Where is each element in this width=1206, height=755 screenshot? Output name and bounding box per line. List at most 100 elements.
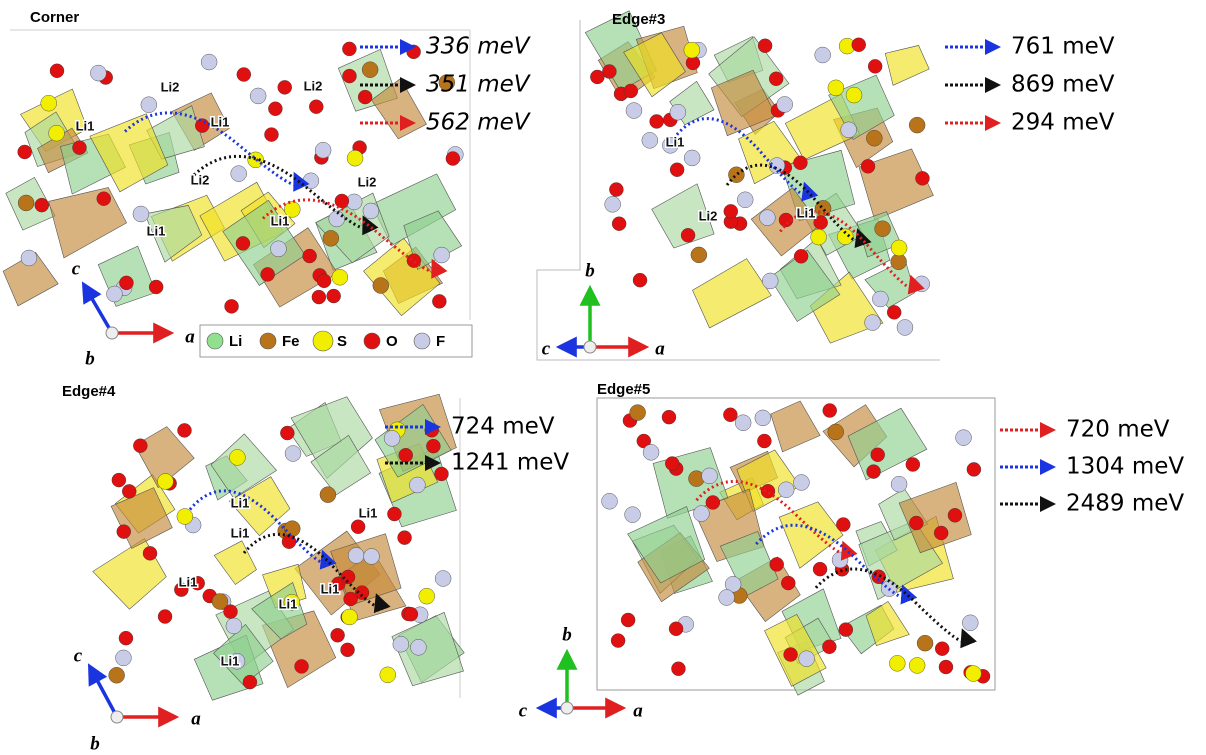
atom [823,404,837,418]
atom [141,97,157,113]
atom [231,166,247,182]
atom [72,141,86,155]
atom [875,221,891,237]
atom [956,430,972,446]
atom [939,660,953,674]
atom [755,410,771,426]
site-label: Li1 [279,596,298,611]
atom [605,196,621,212]
atom [735,415,751,431]
atom [934,526,948,540]
atom [887,305,901,319]
panel-title: Edge#5 [597,381,650,398]
atom [149,280,163,294]
site-label: Li1 [221,653,240,668]
atom [889,655,905,671]
atom [50,64,64,78]
axis-label: c [542,338,551,359]
atom [351,520,365,534]
atom [303,249,317,263]
atom [822,640,836,654]
atom [270,241,286,257]
atom [965,666,981,682]
atom [317,274,331,288]
atom [841,122,857,138]
atom [633,273,647,287]
atom [347,150,363,166]
atom [335,194,349,208]
atom [119,276,133,290]
atom [866,130,882,146]
atom [793,156,807,170]
atom-legend-swatch [414,333,430,349]
atom [225,299,239,313]
atom [626,103,642,119]
site-label: Li2 [699,208,718,223]
site-label: Li1 [76,118,95,133]
axis-origin [111,711,123,723]
atom [264,128,278,142]
atom [917,635,933,651]
atom-legend-label: S [337,333,347,350]
atom [393,636,409,652]
atom [935,642,949,656]
atom [684,42,700,58]
atom [868,59,882,73]
atom [891,240,907,256]
atom [320,487,336,503]
atom [157,473,173,489]
atom [799,651,815,667]
axis-label: c [519,700,528,721]
atom [724,204,738,218]
atom [948,508,962,522]
atom [268,102,282,116]
axis-origin [584,341,596,353]
atom [364,548,380,564]
atom [794,249,808,263]
atom [861,159,875,173]
panel-title: Edge#3 [612,11,665,28]
atom [404,607,418,621]
atom [177,508,193,524]
atom [836,518,850,532]
atom-legend-swatch [207,333,223,349]
atom [693,506,709,522]
atom [670,163,684,177]
energy-label: 562 meV [426,110,532,136]
atom [315,142,331,158]
atom [793,474,809,490]
atom [625,507,641,523]
atom [757,434,771,448]
atom [681,228,695,242]
axis-label: b [562,624,572,645]
atom [109,667,125,683]
atom [590,70,604,84]
site-label: Li1 [271,213,290,228]
atom [342,69,356,83]
atom [35,198,49,212]
atom [398,531,412,545]
atom [909,117,925,133]
atom [122,484,136,498]
atom [670,104,686,120]
atom [642,132,658,148]
atom [650,114,664,128]
atom [49,125,65,141]
atom [621,613,635,627]
panel-title: Corner [30,9,79,26]
atom [237,67,251,81]
energy-label: 724 meV [451,414,555,440]
atom [867,465,881,479]
axis-label: a [191,708,201,729]
atom [373,278,389,294]
atom [665,457,679,471]
atom [195,119,209,133]
atom [967,462,981,476]
atom [684,150,700,166]
atom [630,405,646,421]
atom-legend-label: O [386,333,398,350]
atom [814,216,828,230]
atom [612,217,626,231]
atom [419,588,435,604]
axis-label: c [74,645,83,666]
